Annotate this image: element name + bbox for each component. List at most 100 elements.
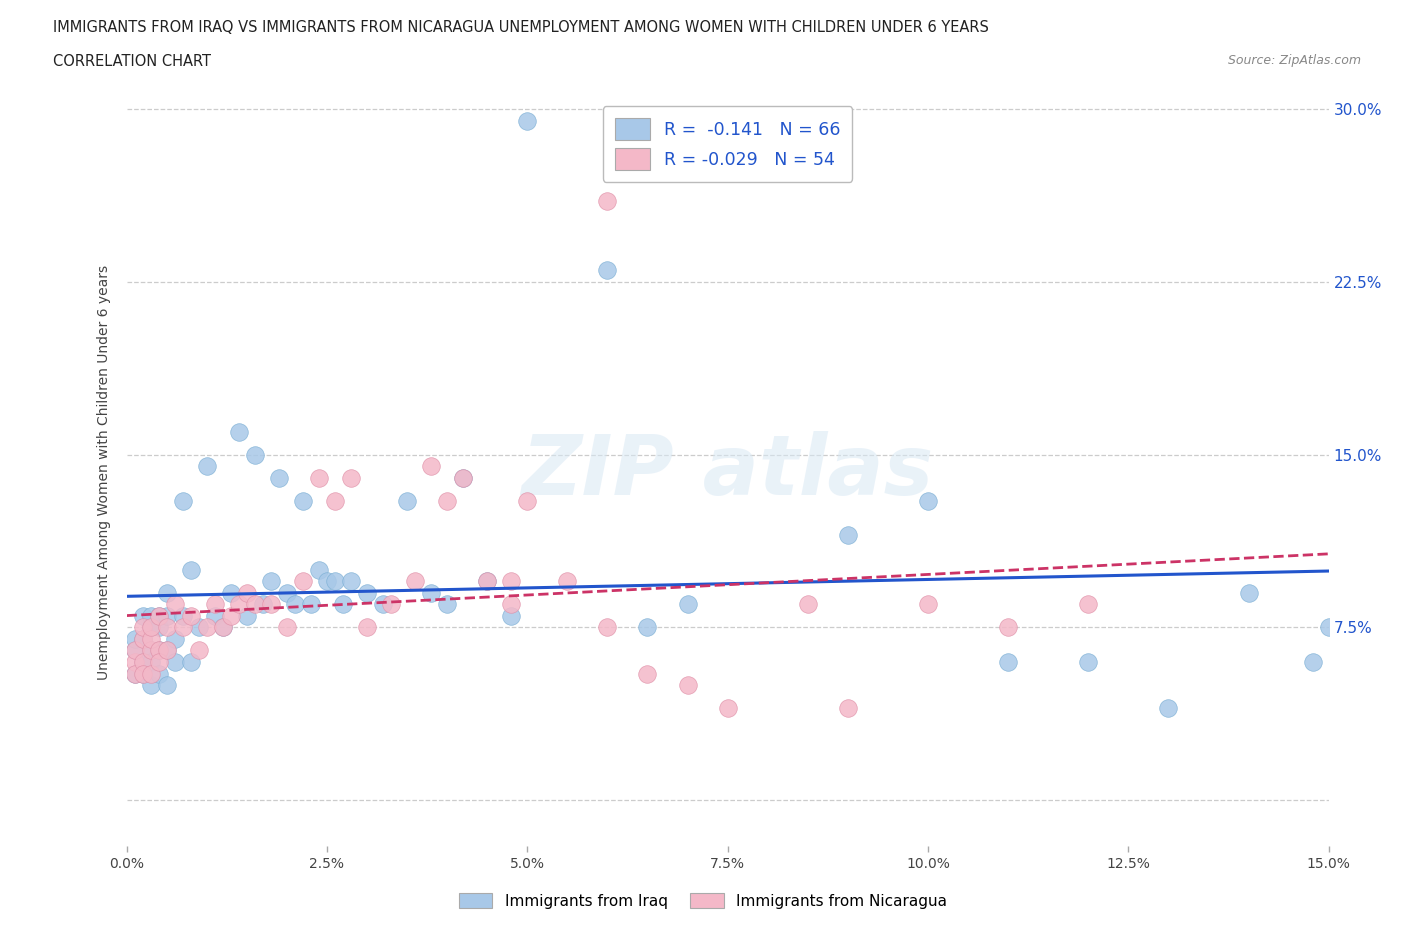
Point — [172, 620, 194, 635]
Point — [291, 493, 314, 508]
Point — [124, 643, 146, 658]
Point — [501, 574, 523, 589]
Text: IMMIGRANTS FROM IRAQ VS IMMIGRANTS FROM NICARAGUA UNEMPLOYMENT AMONG WOMEN WITH : IMMIGRANTS FROM IRAQ VS IMMIGRANTS FROM … — [53, 20, 990, 35]
Point — [332, 597, 354, 612]
Point — [1077, 655, 1099, 670]
Point — [139, 655, 162, 670]
Point — [228, 597, 250, 612]
Point — [139, 643, 162, 658]
Point — [308, 471, 330, 485]
Point — [516, 113, 538, 128]
Point — [356, 620, 378, 635]
Point — [243, 597, 266, 612]
Point — [180, 655, 202, 670]
Point — [139, 643, 162, 658]
Point — [276, 586, 298, 601]
Point — [124, 655, 146, 670]
Point — [371, 597, 394, 612]
Point — [315, 574, 337, 589]
Point — [131, 655, 153, 670]
Point — [172, 493, 194, 508]
Point — [420, 458, 443, 473]
Point — [155, 678, 177, 693]
Point — [139, 678, 162, 693]
Point — [451, 471, 474, 485]
Point — [1302, 655, 1324, 670]
Point — [139, 666, 162, 681]
Point — [131, 666, 153, 681]
Point — [148, 666, 170, 681]
Point — [340, 574, 363, 589]
Point — [131, 608, 153, 623]
Y-axis label: Unemployment Among Women with Children Under 6 years: Unemployment Among Women with Children U… — [97, 264, 111, 680]
Point — [148, 655, 170, 670]
Point — [917, 597, 939, 612]
Point — [837, 700, 859, 715]
Text: Source: ZipAtlas.com: Source: ZipAtlas.com — [1227, 54, 1361, 67]
Point — [323, 574, 346, 589]
Point — [180, 563, 202, 578]
Point — [676, 678, 699, 693]
Point — [396, 493, 419, 508]
Point — [299, 597, 322, 612]
Point — [917, 493, 939, 508]
Point — [204, 597, 226, 612]
Point — [235, 608, 259, 623]
Point — [139, 620, 162, 635]
Point — [475, 574, 498, 589]
Point — [636, 620, 658, 635]
Point — [163, 655, 186, 670]
Point — [837, 528, 859, 543]
Point — [676, 597, 699, 612]
Point — [291, 574, 314, 589]
Point — [252, 597, 274, 612]
Point — [124, 666, 146, 681]
Point — [204, 608, 226, 623]
Point — [195, 458, 218, 473]
Point — [131, 631, 153, 646]
Point — [516, 493, 538, 508]
Legend: R =  -0.141   N = 66, R = -0.029   N = 54: R = -0.141 N = 66, R = -0.029 N = 54 — [603, 106, 852, 181]
Point — [323, 493, 346, 508]
Point — [139, 631, 162, 646]
Point — [211, 620, 233, 635]
Point — [235, 586, 259, 601]
Point — [155, 586, 177, 601]
Text: ZIP atlas: ZIP atlas — [522, 432, 934, 512]
Point — [228, 424, 250, 439]
Point — [148, 608, 170, 623]
Point — [716, 700, 740, 715]
Point — [131, 620, 153, 635]
Point — [180, 608, 202, 623]
Point — [356, 586, 378, 601]
Point — [596, 263, 619, 278]
Point — [436, 493, 458, 508]
Point — [148, 608, 170, 623]
Point — [148, 643, 170, 658]
Point — [124, 643, 146, 658]
Point — [267, 471, 290, 485]
Point — [124, 631, 146, 646]
Point — [131, 666, 153, 681]
Point — [404, 574, 426, 589]
Point — [155, 620, 177, 635]
Point — [596, 193, 619, 208]
Point — [1157, 700, 1180, 715]
Point — [380, 597, 402, 612]
Point — [796, 597, 818, 612]
Point — [636, 666, 658, 681]
Point — [451, 471, 474, 485]
Point — [260, 574, 283, 589]
Point — [436, 597, 458, 612]
Point — [997, 655, 1019, 670]
Point — [155, 608, 177, 623]
Point — [187, 620, 209, 635]
Point — [163, 631, 186, 646]
Point — [501, 608, 523, 623]
Point — [172, 608, 194, 623]
Point — [155, 643, 177, 658]
Point — [340, 471, 363, 485]
Point — [187, 643, 209, 658]
Point — [308, 563, 330, 578]
Point — [139, 608, 162, 623]
